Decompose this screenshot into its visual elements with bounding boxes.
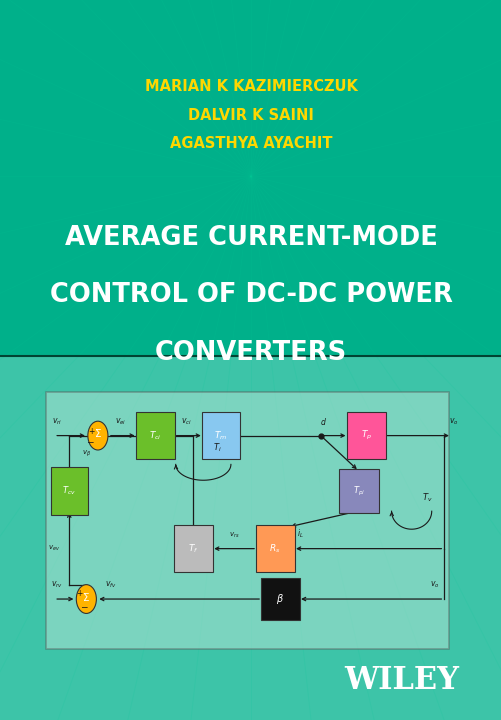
Text: $T_f$: $T_f$ — [187, 542, 198, 555]
FancyBboxPatch shape — [46, 392, 448, 649]
Text: DALVIR K SAINI: DALVIR K SAINI — [188, 108, 313, 122]
Text: $T_i$: $T_i$ — [213, 442, 221, 454]
FancyBboxPatch shape — [51, 467, 88, 515]
FancyBboxPatch shape — [136, 412, 175, 459]
Text: $T_{ci}$: $T_{ci}$ — [149, 429, 162, 442]
Text: +: + — [88, 427, 94, 436]
Text: $T_{pi}$: $T_{pi}$ — [352, 485, 364, 498]
Text: $T_p$: $T_p$ — [360, 429, 371, 442]
FancyBboxPatch shape — [0, 0, 501, 356]
Text: $v_{fv}$: $v_{fv}$ — [104, 580, 116, 590]
Circle shape — [88, 421, 108, 450]
Text: +: + — [76, 590, 82, 598]
FancyBboxPatch shape — [0, 356, 501, 720]
FancyBboxPatch shape — [346, 412, 385, 459]
Text: $\beta$: $\beta$ — [276, 592, 284, 606]
Text: $v_o$: $v_o$ — [448, 416, 458, 427]
Text: AGASTHYA AYACHIT: AGASTHYA AYACHIT — [169, 137, 332, 151]
Circle shape — [76, 585, 96, 613]
Text: −: − — [86, 438, 93, 446]
Text: $v_{rv}$: $v_{rv}$ — [51, 580, 63, 590]
Text: $v_{ev}$: $v_{ev}$ — [48, 544, 60, 553]
Text: $T_m$: $T_m$ — [214, 429, 227, 442]
Text: WILEY: WILEY — [343, 665, 458, 696]
Text: $v_{ci}$: $v_{ci}$ — [180, 416, 191, 427]
Text: $v_o$: $v_o$ — [429, 580, 438, 590]
FancyBboxPatch shape — [202, 412, 239, 459]
Text: $v_\beta$: $v_\beta$ — [82, 449, 91, 459]
Text: −: − — [80, 603, 87, 611]
Text: $d$: $d$ — [319, 416, 326, 427]
Text: $v_{ri}$: $v_{ri}$ — [52, 416, 62, 427]
Text: MARIAN K KAZIMIERCZUK: MARIAN K KAZIMIERCZUK — [144, 79, 357, 94]
Text: AVERAGE CURRENT-MODE: AVERAGE CURRENT-MODE — [65, 225, 436, 251]
Text: $\Sigma$: $\Sigma$ — [82, 591, 90, 603]
Text: CONVERTERS: CONVERTERS — [155, 340, 346, 366]
Text: CONTROL OF DC-DC POWER: CONTROL OF DC-DC POWER — [50, 282, 451, 308]
Text: $v_{ei}$: $v_{ei}$ — [115, 416, 126, 427]
FancyBboxPatch shape — [260, 578, 299, 620]
Text: $i_L$: $i_L$ — [297, 528, 304, 540]
Text: $T_{cv}$: $T_{cv}$ — [62, 485, 76, 498]
FancyBboxPatch shape — [255, 525, 294, 572]
Text: $\Sigma$: $\Sigma$ — [94, 428, 102, 439]
Text: $v_{rs}$: $v_{rs}$ — [228, 531, 239, 540]
FancyBboxPatch shape — [173, 525, 212, 572]
Text: $T_v$: $T_v$ — [421, 492, 431, 504]
Text: $R_s$: $R_s$ — [269, 542, 280, 555]
FancyBboxPatch shape — [339, 469, 378, 513]
